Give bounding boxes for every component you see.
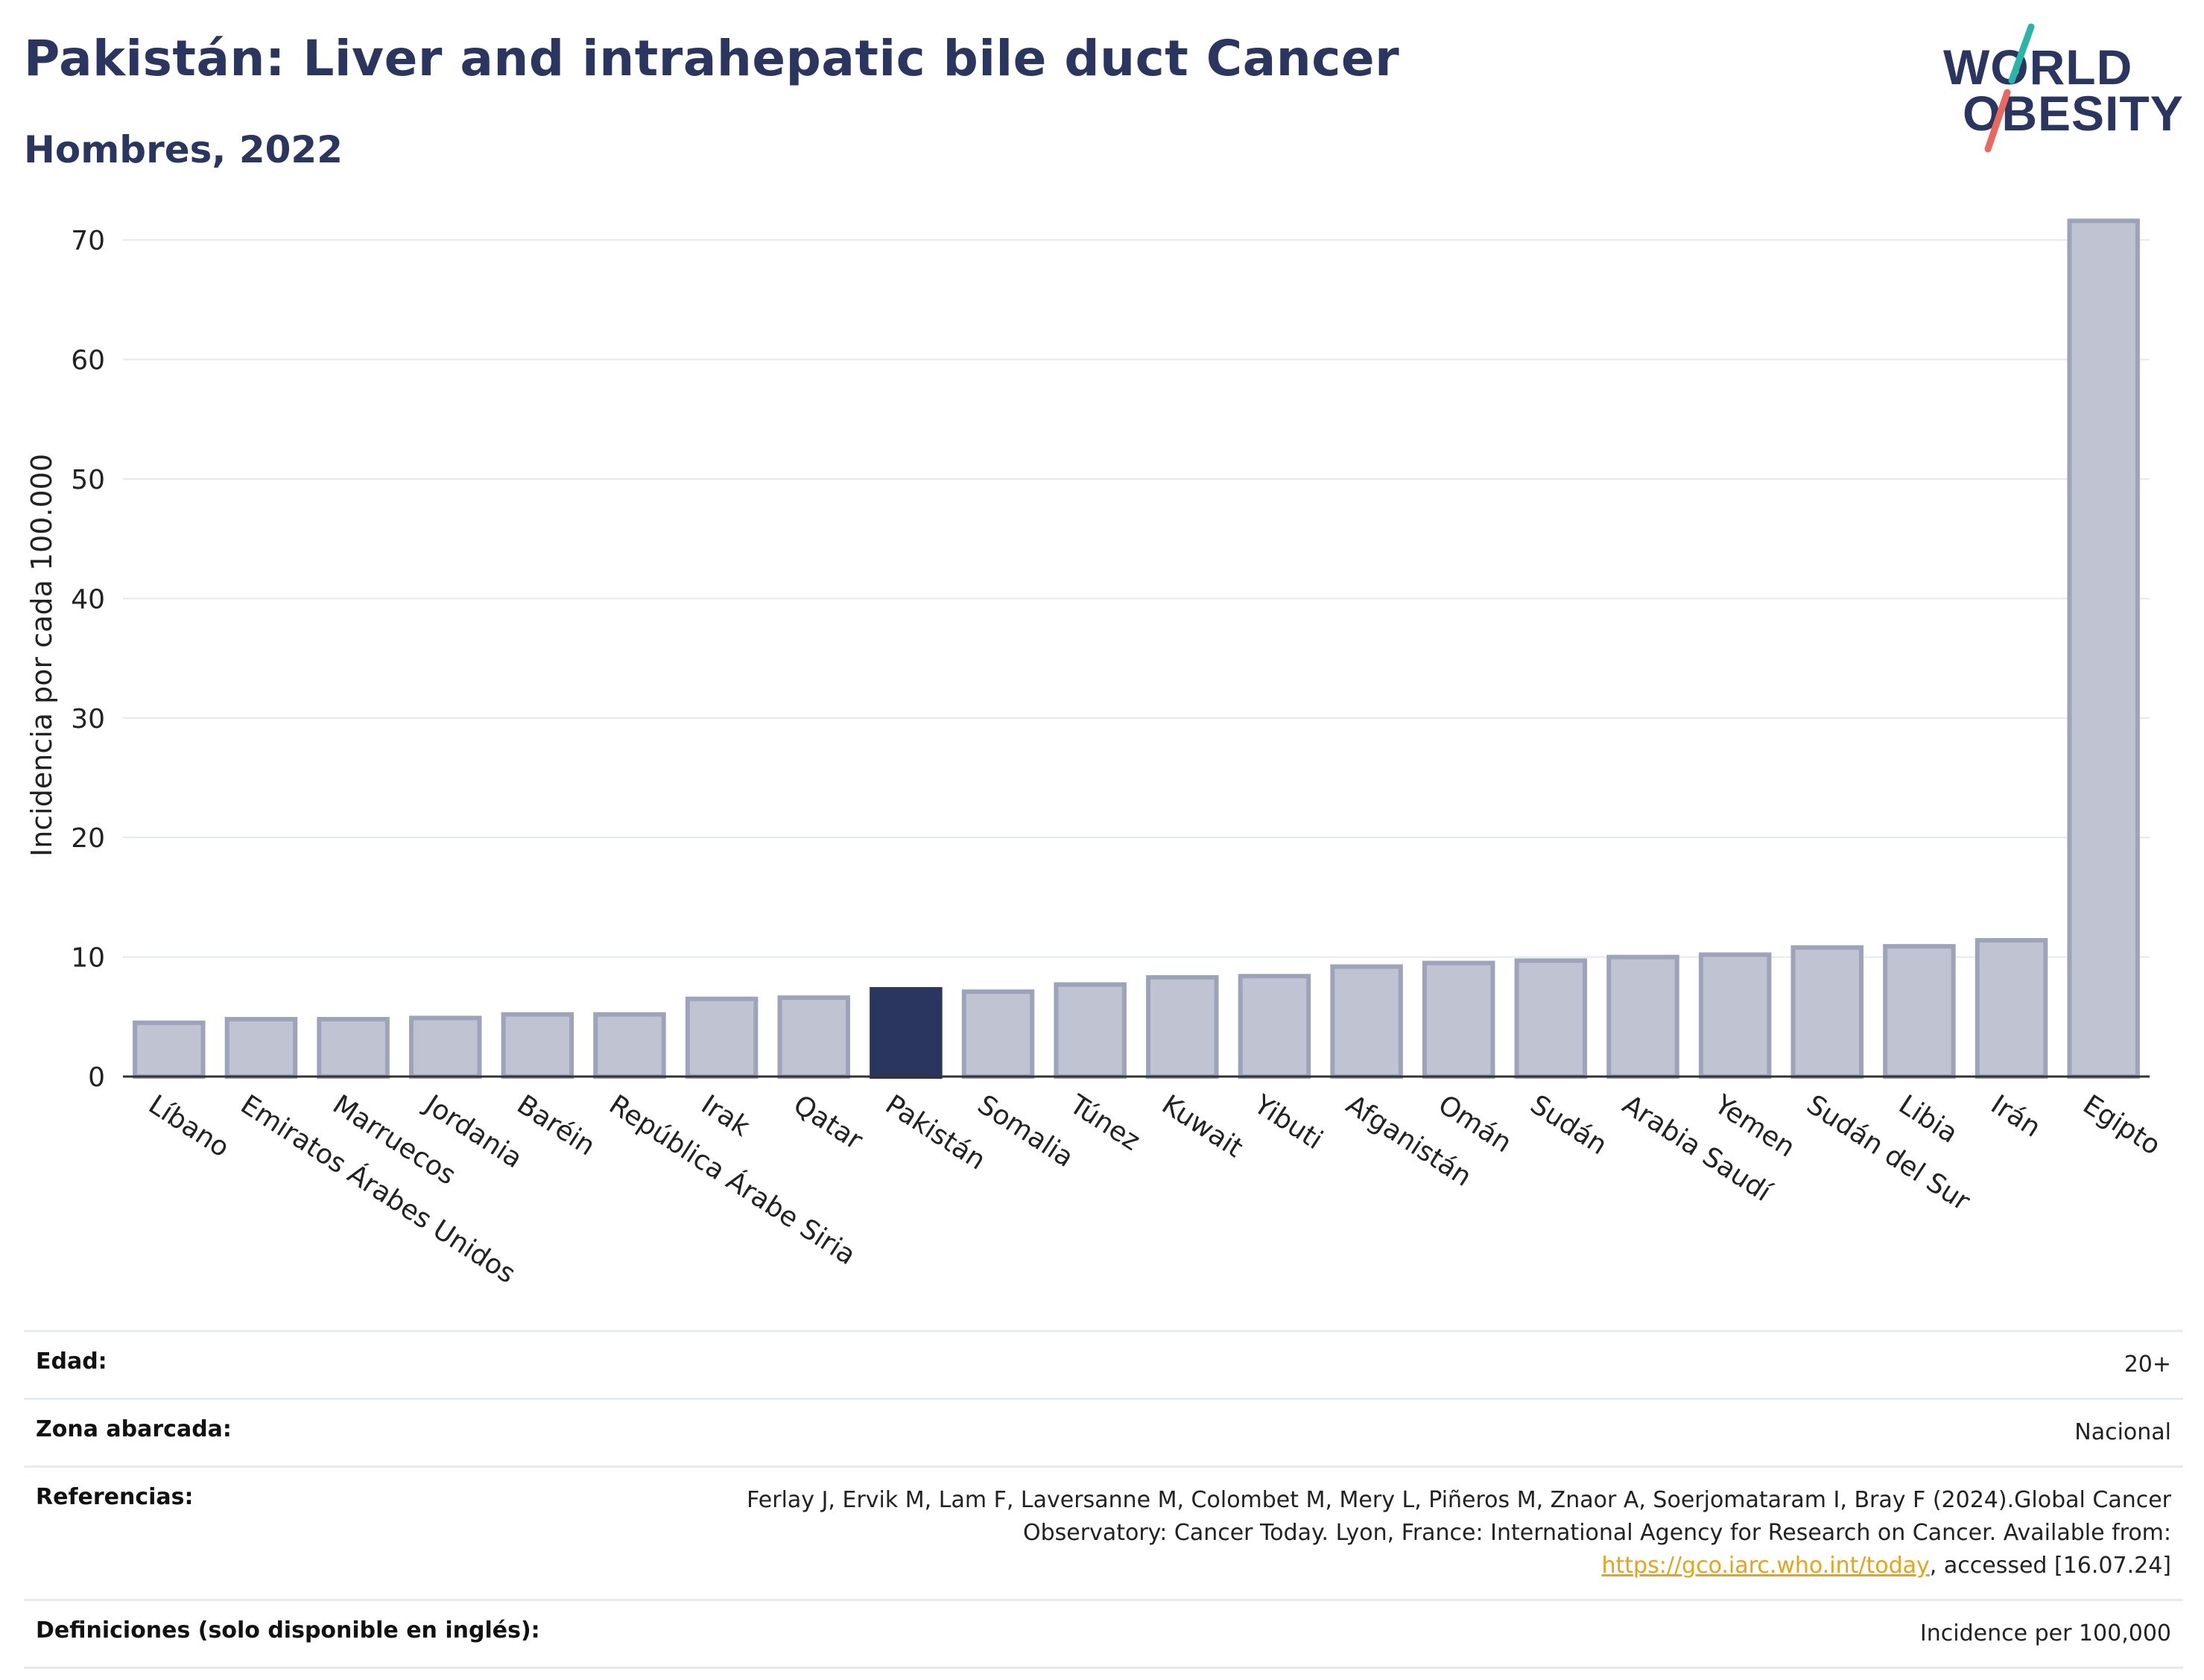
info-value-definiciones: Incidence per 100,000 bbox=[1919, 1620, 2171, 1646]
bar bbox=[133, 1020, 206, 1079]
reference-text: Ferlay J, Ervik M, Lam F, Laversanne M, … bbox=[747, 1487, 2171, 1546]
bar bbox=[593, 1012, 666, 1080]
info-value-edad: 20+ bbox=[2124, 1351, 2171, 1378]
x-tick-label: Somalia bbox=[972, 1089, 1079, 1173]
x-tick-label: Libia bbox=[1893, 1089, 1963, 1150]
x-tick-label: Yibuti bbox=[1248, 1089, 1328, 1156]
y-tick-label: 30 bbox=[71, 704, 105, 735]
y-tick-label: 60 bbox=[71, 346, 105, 376]
x-tick-label: Kuwait bbox=[1156, 1089, 1248, 1164]
info-label-definiciones: Definiciones (solo disponible en inglés)… bbox=[36, 1617, 540, 1643]
reference-link[interactable]: https://gco.iarc.who.int/today bbox=[1601, 1553, 1930, 1579]
x-tick-label: Egipto bbox=[2077, 1089, 2165, 1161]
y-tick-label: 50 bbox=[71, 465, 105, 495]
x-tick-label: Irán bbox=[1986, 1089, 2046, 1144]
y-tick-label: 10 bbox=[71, 943, 105, 974]
bar bbox=[1698, 952, 1772, 1079]
chart-title: Pakistán: Liver and intrahepatic bile du… bbox=[24, 30, 1400, 87]
bar bbox=[1514, 958, 1588, 1080]
y-tick-label: 0 bbox=[88, 1062, 105, 1093]
x-tick-label: Pakistán bbox=[880, 1089, 991, 1176]
reference-accessed: , accessed [16.07.24] bbox=[1929, 1553, 2171, 1579]
bar bbox=[1238, 974, 1311, 1079]
info-label-edad: Edad: bbox=[36, 1348, 107, 1375]
info-row-referencias: Referencias: Ferlay J, Ervik M, Lam F, L… bbox=[24, 1465, 2183, 1599]
bar bbox=[685, 996, 759, 1079]
bar bbox=[777, 995, 851, 1079]
y-tick-label: 20 bbox=[71, 823, 105, 854]
info-value-referencias: Ferlay J, Ervik M, Lam F, Laversanne M, … bbox=[681, 1484, 2171, 1582]
world-obesity-logo: WORLD OBESITY bbox=[1943, 22, 2189, 156]
bar bbox=[961, 989, 1035, 1079]
bar bbox=[1146, 974, 1219, 1079]
info-table: Edad: 20+ Zona abarcada: Nacional Refere… bbox=[24, 1330, 2183, 1669]
bar bbox=[1883, 944, 1956, 1079]
info-row-zona: Zona abarcada: Nacional bbox=[24, 1398, 2183, 1465]
info-value-zona: Nacional bbox=[2074, 1419, 2171, 1445]
bar bbox=[870, 986, 943, 1080]
info-row-definiciones: Definiciones (solo disponible en inglés)… bbox=[24, 1599, 2183, 1669]
bar bbox=[1790, 945, 1864, 1079]
bar bbox=[1422, 960, 1495, 1079]
x-tick-label: Irak bbox=[696, 1089, 756, 1143]
bar bbox=[1975, 938, 2048, 1079]
bar bbox=[317, 1017, 390, 1079]
bar bbox=[224, 1017, 298, 1079]
y-tick-label: 70 bbox=[71, 226, 105, 256]
info-row-edad: Edad: 20+ bbox=[24, 1330, 2183, 1398]
x-tick-label: Sudán bbox=[1524, 1089, 1612, 1161]
x-tick-label: Sudán del Sur bbox=[1801, 1089, 1975, 1217]
bar bbox=[1330, 964, 1403, 1079]
chart-subtitle: Hombres, 2022 bbox=[24, 128, 343, 171]
info-label-zona: Zona abarcada: bbox=[36, 1416, 232, 1442]
info-label-referencias: Referencias: bbox=[36, 1484, 194, 1510]
logo-line-1: WORLD bbox=[1943, 39, 2133, 95]
bar bbox=[1606, 954, 1679, 1080]
bar bbox=[2067, 218, 2140, 1080]
bar bbox=[1054, 982, 1127, 1079]
bar bbox=[408, 1015, 482, 1080]
x-tick-label: Qatar bbox=[788, 1089, 868, 1156]
logo-slash-icon bbox=[1984, 23, 2035, 153]
bar bbox=[501, 1012, 574, 1080]
x-tick-label: Líbano bbox=[143, 1089, 235, 1164]
y-tick-label: 40 bbox=[71, 584, 105, 615]
